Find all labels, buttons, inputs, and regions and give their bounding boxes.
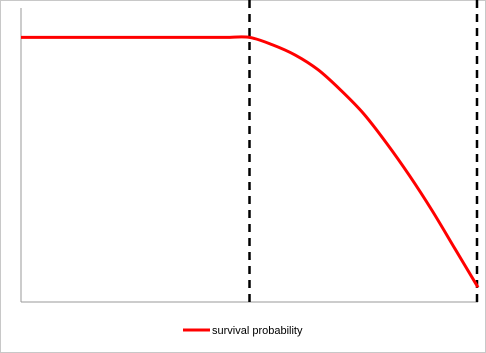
series-line-1 <box>21 35 480 289</box>
legend-label: survival probability <box>212 325 303 337</box>
series-layer <box>21 35 480 289</box>
legend: survival probability <box>183 325 303 337</box>
plot-area <box>20 0 480 303</box>
